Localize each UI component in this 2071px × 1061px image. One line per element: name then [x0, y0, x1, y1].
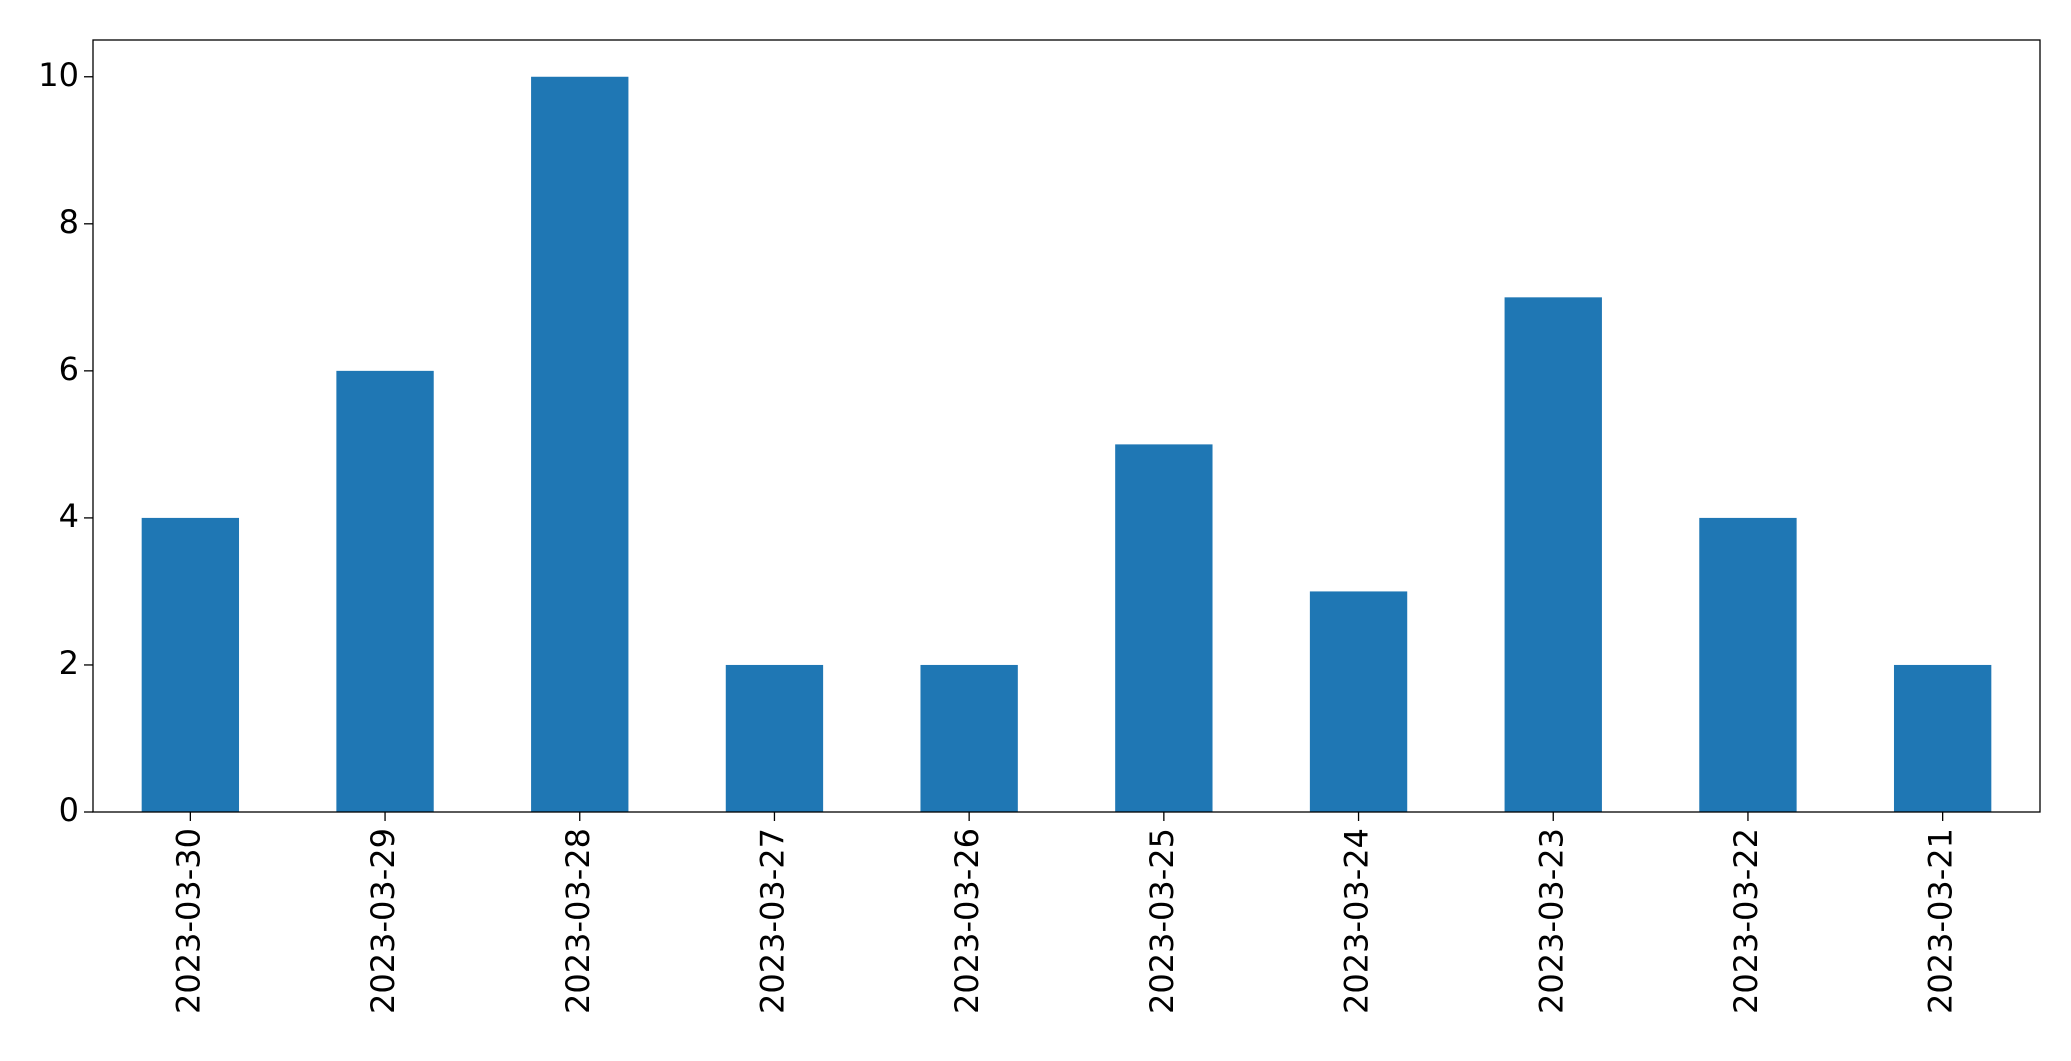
y-tick-label: 6 [59, 350, 79, 388]
bar [1115, 444, 1213, 812]
x-tick-label: 2023-03-26 [948, 828, 986, 1014]
bar [141, 517, 240, 812]
bar [1504, 297, 1602, 812]
x-tick-label: 2023-03-21 [1922, 828, 1960, 1014]
x-tick-label: 2023-03-29 [364, 828, 402, 1014]
x-tick-label: 2023-03-27 [753, 828, 791, 1014]
y-tick-label: 10 [38, 56, 79, 94]
bar [336, 370, 434, 812]
bar [725, 664, 824, 812]
bar [531, 76, 629, 812]
plot-frame [92, 39, 2041, 813]
y-tick-label: 4 [59, 497, 79, 535]
x-tick-label: 2023-03-30 [169, 828, 207, 1014]
x-tick-label: 2023-03-28 [559, 828, 597, 1014]
bar [920, 664, 1018, 812]
x-tick-label: 2023-03-23 [1532, 828, 1570, 1014]
x-tick-label: 2023-03-22 [1727, 828, 1765, 1014]
y-tick-label: 2 [59, 644, 79, 682]
y-tick-label: 8 [59, 203, 79, 241]
x-tick-label: 2023-03-25 [1143, 828, 1181, 1014]
bar [1309, 591, 1408, 812]
x-tick-label: 2023-03-24 [1338, 828, 1376, 1014]
bar [1893, 664, 1992, 812]
y-tick-label: 0 [59, 791, 79, 829]
bar [1699, 517, 1797, 812]
